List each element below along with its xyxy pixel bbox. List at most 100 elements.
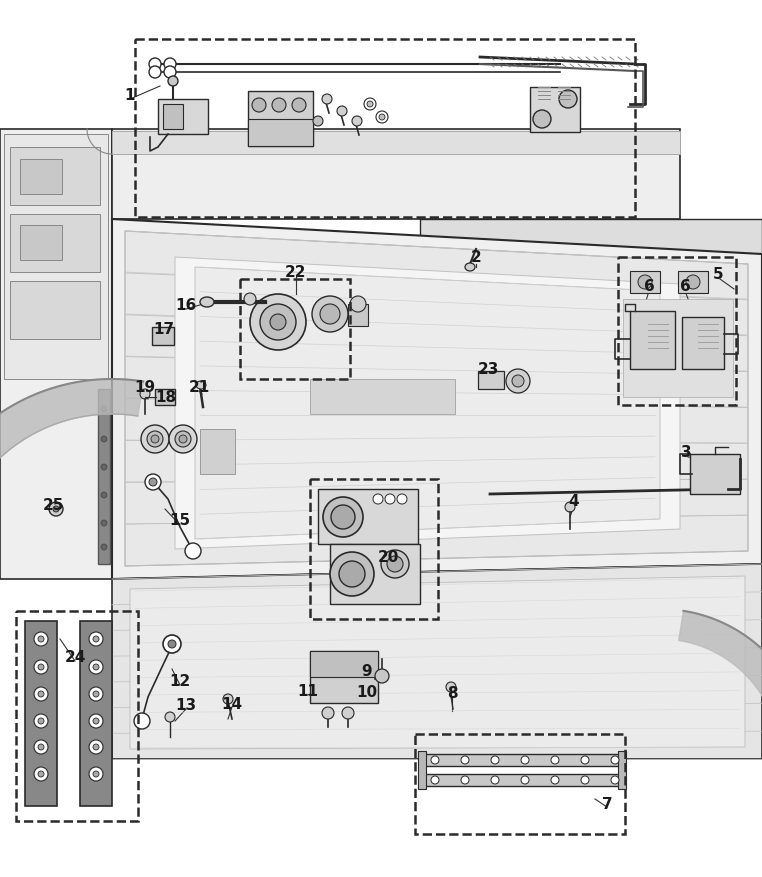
Circle shape — [260, 304, 296, 340]
Circle shape — [147, 431, 163, 447]
Bar — [98, 389, 110, 565]
Bar — [630, 272, 660, 294]
Circle shape — [34, 714, 48, 728]
Circle shape — [34, 660, 48, 674]
Bar — [310, 652, 378, 677]
Circle shape — [342, 707, 354, 719]
Bar — [16, 611, 138, 821]
Circle shape — [244, 294, 256, 306]
Circle shape — [581, 756, 589, 764]
Bar — [10, 148, 100, 206]
Circle shape — [89, 740, 103, 754]
Circle shape — [93, 637, 99, 642]
Bar — [422, 774, 620, 786]
Bar — [200, 430, 235, 474]
Bar — [678, 272, 708, 294]
Circle shape — [322, 707, 334, 719]
Bar — [690, 454, 740, 495]
Circle shape — [461, 776, 469, 784]
Text: 14: 14 — [222, 696, 242, 712]
Text: 20: 20 — [377, 550, 399, 565]
Bar — [135, 40, 635, 217]
Circle shape — [38, 771, 44, 777]
Circle shape — [34, 688, 48, 702]
Circle shape — [313, 117, 323, 127]
Bar — [415, 734, 625, 834]
Circle shape — [686, 275, 700, 289]
Bar — [630, 311, 675, 369]
Circle shape — [323, 497, 363, 538]
Ellipse shape — [465, 264, 475, 272]
Circle shape — [339, 561, 365, 588]
Text: 10: 10 — [357, 685, 377, 700]
Circle shape — [49, 503, 63, 517]
Circle shape — [350, 296, 366, 312]
Circle shape — [387, 556, 403, 573]
Text: 6: 6 — [644, 279, 655, 294]
Bar — [422, 754, 620, 766]
Bar — [310, 380, 455, 415]
Circle shape — [559, 91, 577, 109]
Circle shape — [179, 436, 187, 444]
Polygon shape — [112, 132, 680, 155]
Bar — [10, 215, 100, 273]
Circle shape — [337, 107, 347, 117]
Text: 15: 15 — [169, 513, 190, 528]
Circle shape — [168, 640, 176, 648]
Circle shape — [164, 67, 176, 79]
Bar — [158, 100, 208, 135]
Circle shape — [93, 771, 99, 777]
Polygon shape — [0, 380, 143, 529]
Text: 23: 23 — [477, 362, 498, 377]
Circle shape — [506, 369, 530, 394]
Circle shape — [93, 718, 99, 724]
Bar — [330, 545, 420, 604]
Text: 1: 1 — [125, 88, 135, 103]
Text: 8: 8 — [447, 686, 457, 701]
Bar — [618, 258, 736, 405]
Text: 11: 11 — [297, 684, 319, 699]
Circle shape — [101, 407, 107, 412]
Circle shape — [149, 67, 161, 79]
Circle shape — [385, 495, 395, 504]
Circle shape — [292, 99, 306, 113]
Bar — [348, 304, 368, 326]
Circle shape — [611, 756, 619, 764]
Bar — [618, 751, 626, 789]
Bar — [530, 88, 580, 132]
Bar — [248, 92, 313, 146]
Circle shape — [134, 713, 150, 729]
Circle shape — [34, 632, 48, 646]
Text: 7: 7 — [602, 796, 613, 811]
Circle shape — [512, 375, 524, 388]
Circle shape — [376, 112, 388, 124]
Circle shape — [169, 425, 197, 453]
Circle shape — [140, 389, 150, 400]
Circle shape — [330, 553, 374, 596]
Bar — [163, 105, 183, 130]
Circle shape — [270, 315, 286, 331]
Circle shape — [331, 505, 355, 530]
Circle shape — [521, 756, 529, 764]
Circle shape — [364, 99, 376, 111]
Circle shape — [53, 506, 59, 512]
Text: 4: 4 — [568, 494, 579, 509]
Circle shape — [446, 682, 456, 692]
Circle shape — [101, 520, 107, 526]
Circle shape — [611, 776, 619, 784]
Text: 18: 18 — [155, 390, 177, 405]
Circle shape — [272, 99, 286, 113]
Circle shape — [89, 767, 103, 781]
Circle shape — [93, 745, 99, 750]
Text: 16: 16 — [175, 298, 197, 313]
Circle shape — [145, 474, 161, 490]
Polygon shape — [195, 267, 660, 539]
Bar — [682, 317, 724, 369]
Circle shape — [223, 695, 233, 704]
Circle shape — [185, 544, 201, 560]
Polygon shape — [175, 258, 680, 549]
Bar — [20, 225, 62, 260]
Circle shape — [149, 479, 157, 487]
Circle shape — [551, 756, 559, 764]
Bar — [310, 480, 438, 619]
